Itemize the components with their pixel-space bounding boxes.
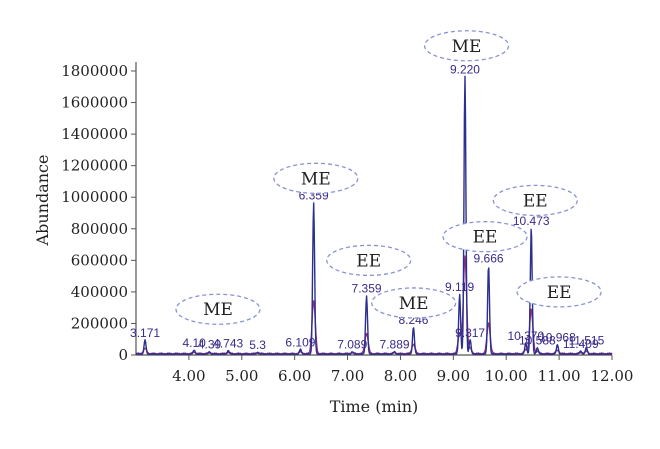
- x-tick-label: 12.00: [591, 367, 634, 385]
- y-tick-label: 1200000: [61, 157, 128, 175]
- x-tick-label: 9.00: [437, 367, 470, 385]
- x-ticks: 4.00 5.00 6.00 7.00 8.00 9.00 10.00 11.00 12.00: [172, 355, 633, 385]
- y-ticks: 0 200000 400000 600000 800000 1000000 1200000 1…: [61, 62, 136, 364]
- peak-label: 4.39: [198, 338, 222, 352]
- peak-label: 9.119: [445, 280, 474, 294]
- traces: [135, 75, 613, 356]
- x-tick-label: 10.00: [485, 367, 528, 385]
- annotation-label: ME: [399, 294, 429, 314]
- peak-label: 10.473: [513, 214, 550, 228]
- y-tick-label: 1000000: [61, 188, 128, 206]
- x-axis-title: Time (min): [330, 397, 419, 416]
- y-tick-label: 200000: [71, 314, 128, 332]
- x-tick-label: 4.00: [172, 367, 205, 385]
- x-tick-label: 11.00: [538, 367, 581, 385]
- peak-label: 9.317: [455, 326, 485, 340]
- annotations: ME ME EE ME ME EE EE EE: [175, 30, 602, 325]
- annotation-label: EE: [547, 283, 572, 303]
- annotation-label: ME: [452, 37, 482, 57]
- peak-label: 10.968: [539, 331, 576, 345]
- y-axis-title: Abundance: [33, 155, 52, 247]
- peak-label: 7.359: [352, 282, 382, 296]
- y-tick-label: 1800000: [61, 62, 128, 80]
- peak-label: 6.109: [285, 335, 315, 349]
- peak-label: 11.515: [568, 334, 604, 348]
- peak-label: 10.588: [519, 334, 556, 348]
- annotation-label: EE: [356, 251, 381, 271]
- peak-label: 5.3: [249, 338, 266, 352]
- peak-label: 7.889: [380, 338, 410, 352]
- annotation-ellipse: [371, 287, 457, 319]
- peak-label: 4.743: [213, 337, 243, 351]
- annotation-ellipse: [423, 30, 510, 62]
- x-tick-label: 8.00: [384, 367, 417, 385]
- y-tick-label: 800000: [71, 220, 128, 238]
- y-tick-label: 1400000: [61, 125, 128, 143]
- y-tick-label: 400000: [71, 283, 128, 301]
- annotation-ellipse: [516, 276, 602, 308]
- annotation-ellipse: [326, 244, 412, 276]
- x-tick-label: 5.00: [225, 367, 258, 385]
- peak-label: 10.370: [507, 329, 544, 343]
- peak-label: 11.409: [563, 337, 599, 351]
- y-tick-label: 600000: [71, 251, 128, 269]
- annotation-ellipse: [175, 293, 261, 325]
- annotation-ellipse: [273, 162, 359, 194]
- annotation-ellipse: [442, 221, 528, 253]
- peak-label: 3.171: [130, 326, 160, 340]
- peak-label: 4.10: [182, 336, 206, 350]
- peak-label: 7.089: [337, 338, 367, 352]
- annotation-label: ME: [301, 169, 331, 189]
- annotation-label: ME: [203, 300, 233, 320]
- x-tick-label: 6.00: [278, 367, 311, 385]
- y-tick-label: 1600000: [61, 94, 128, 112]
- x-tick-label: 7.00: [331, 367, 364, 385]
- y-tick-label: 0: [118, 346, 128, 364]
- annotation-label: EE: [523, 191, 548, 211]
- annotation-label: EE: [473, 228, 498, 248]
- peak-label: 9.220: [450, 62, 480, 76]
- trace-primary: [135, 75, 613, 356]
- annotation-ellipse: [492, 184, 578, 217]
- peak-label: 9.666: [474, 252, 504, 266]
